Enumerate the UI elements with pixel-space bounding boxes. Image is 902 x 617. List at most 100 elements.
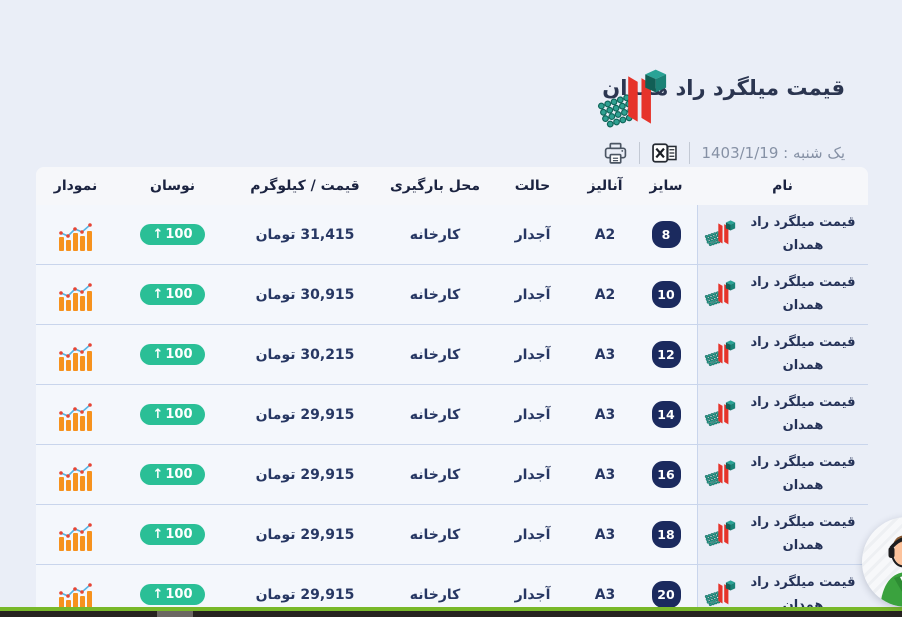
price-history-chart-icon[interactable] bbox=[57, 339, 95, 371]
column-header-loading: محل بارگیری bbox=[389, 178, 481, 194]
price-cell: 29,915 تومان bbox=[255, 466, 355, 483]
product-name-cell: قیمت میلگرد راد همدان bbox=[697, 205, 868, 264]
table-body: قیمت میلگرد راد همدان 8 A2 آجدار کارخانه… bbox=[36, 205, 868, 613]
price-change-value: 100 bbox=[165, 227, 193, 242]
product-name: قیمت میلگرد راد همدان bbox=[750, 455, 856, 493]
loading-place-cell: کارخانه bbox=[409, 346, 461, 363]
rebar-brand-icon bbox=[704, 579, 736, 611]
change-cell: ↑ 100 bbox=[115, 265, 230, 324]
product-name-cell: قیمت میلگرد راد همدان bbox=[697, 325, 868, 384]
analysis-cell: A3 bbox=[594, 406, 616, 423]
state-cell: آجدار bbox=[514, 526, 551, 543]
analysis-cell: A3 bbox=[594, 586, 616, 603]
support-agent-avatar[interactable] bbox=[862, 517, 902, 607]
price-table: نام سایز آنالیز حالت محل بارگیری قیمت / … bbox=[36, 167, 868, 613]
product-name: قیمت میلگرد راد همدان bbox=[750, 395, 856, 433]
size-badge: 20 bbox=[651, 581, 681, 608]
table-row[interactable]: قیمت میلگرد راد همدان 14 A3 آجدار کارخان… bbox=[36, 385, 868, 445]
size-cell: 18 bbox=[635, 505, 697, 564]
analysis-cell: A3 bbox=[594, 526, 616, 543]
table-row[interactable]: قیمت میلگرد راد همدان 10 A2 آجدار کارخان… bbox=[36, 265, 868, 325]
column-header-name: نام bbox=[772, 178, 793, 194]
table-row[interactable]: قیمت میلگرد راد همدان 16 A3 آجدار کارخان… bbox=[36, 445, 868, 505]
rebar-brand-icon bbox=[704, 339, 736, 371]
loading-place-cell: کارخانه bbox=[409, 406, 461, 423]
up-arrow-icon: ↑ bbox=[152, 227, 164, 242]
rebar-brand-icon bbox=[704, 459, 736, 491]
scrollbar-thumb[interactable] bbox=[157, 611, 193, 617]
size-cell: 16 bbox=[635, 445, 697, 504]
date-label: یک شنبه : 1403/1/19 bbox=[701, 144, 845, 162]
size-cell: 10 bbox=[635, 265, 697, 324]
price-change-badge: ↑ 100 bbox=[140, 464, 205, 485]
product-name-cell: قیمت میلگرد راد همدان bbox=[697, 385, 868, 444]
excel-export-icon[interactable] bbox=[651, 141, 678, 165]
size-badge: 16 bbox=[651, 461, 681, 488]
price-history-chart-icon[interactable] bbox=[57, 579, 95, 611]
size-cell: 12 bbox=[635, 325, 697, 384]
product-name: قیمت میلگرد راد همدان bbox=[750, 515, 856, 553]
product-name-cell: قیمت میلگرد راد همدان bbox=[697, 445, 868, 504]
price-history-chart-icon[interactable] bbox=[57, 519, 95, 551]
price-change-badge: ↑ 100 bbox=[140, 224, 205, 245]
printer-icon[interactable] bbox=[603, 142, 628, 165]
rebar-brand-icon bbox=[704, 399, 736, 431]
size-cell: 14 bbox=[635, 385, 697, 444]
price-cell: 30,215 تومان bbox=[255, 346, 355, 363]
chart-cell bbox=[36, 265, 115, 324]
table-row[interactable]: قیمت میلگرد راد همدان 20 A3 آجدار کارخان… bbox=[36, 565, 868, 613]
table-row[interactable]: قیمت میلگرد راد همدان 8 A2 آجدار کارخانه… bbox=[36, 205, 868, 265]
column-header-size: سایز bbox=[649, 178, 683, 194]
loading-place-cell: کارخانه bbox=[409, 286, 461, 303]
price-cell: 29,915 تومان bbox=[255, 526, 355, 543]
state-cell: آجدار bbox=[514, 226, 551, 243]
change-cell: ↑ 100 bbox=[115, 505, 230, 564]
price-change-badge: ↑ 100 bbox=[140, 584, 205, 605]
rad-hamedan-logo bbox=[596, 66, 668, 134]
price-change-value: 100 bbox=[165, 347, 193, 362]
up-arrow-icon: ↑ bbox=[152, 347, 164, 362]
loading-place-cell: کارخانه bbox=[409, 226, 461, 243]
size-badge: 8 bbox=[651, 221, 681, 248]
analysis-cell: A3 bbox=[594, 466, 616, 483]
footer-accent-line bbox=[0, 607, 902, 611]
table-row[interactable]: قیمت میلگرد راد همدان 18 A3 آجدار کارخان… bbox=[36, 505, 868, 565]
price-change-badge: ↑ 100 bbox=[140, 344, 205, 365]
table-header-row: نام سایز آنالیز حالت محل بارگیری قیمت / … bbox=[36, 167, 868, 205]
column-header-change: نوسان bbox=[150, 178, 196, 194]
horizontal-scrollbar[interactable] bbox=[0, 611, 902, 617]
size-badge: 12 bbox=[651, 341, 681, 368]
price-history-chart-icon[interactable] bbox=[57, 279, 95, 311]
divider bbox=[639, 142, 641, 164]
up-arrow-icon: ↑ bbox=[152, 287, 164, 302]
price-change-badge: ↑ 100 bbox=[140, 524, 205, 545]
state-cell: آجدار bbox=[514, 466, 551, 483]
divider bbox=[689, 142, 691, 164]
size-badge: 10 bbox=[651, 281, 681, 308]
size-cell: 8 bbox=[635, 205, 697, 264]
analysis-cell: A2 bbox=[594, 286, 616, 303]
product-name-cell: قیمت میلگرد راد همدان bbox=[697, 565, 868, 613]
size-badge: 14 bbox=[651, 401, 681, 428]
up-arrow-icon: ↑ bbox=[152, 467, 164, 482]
rebar-brand-icon bbox=[704, 219, 736, 251]
size-badge: 18 bbox=[651, 521, 681, 548]
up-arrow-icon: ↑ bbox=[152, 407, 164, 422]
chart-cell bbox=[36, 505, 115, 564]
rebar-brand-icon bbox=[704, 279, 736, 311]
chart-cell bbox=[36, 445, 115, 504]
table-row[interactable]: قیمت میلگرد راد همدان 12 A3 آجدار کارخان… bbox=[36, 325, 868, 385]
price-cell: 30,915 تومان bbox=[255, 286, 355, 303]
state-cell: آجدار bbox=[514, 586, 551, 603]
price-history-chart-icon[interactable] bbox=[57, 459, 95, 491]
price-history-chart-icon[interactable] bbox=[57, 219, 95, 251]
product-name: قیمت میلگرد راد همدان bbox=[750, 275, 856, 313]
price-history-chart-icon[interactable] bbox=[57, 399, 95, 431]
state-cell: آجدار bbox=[514, 286, 551, 303]
analysis-cell: A2 bbox=[594, 226, 616, 243]
price-change-value: 100 bbox=[165, 587, 193, 602]
product-name-cell: قیمت میلگرد راد همدان bbox=[697, 505, 868, 564]
date-toolbar: یک شنبه : 1403/1/19 bbox=[603, 138, 845, 168]
product-name: قیمت میلگرد راد همدان bbox=[750, 215, 856, 253]
